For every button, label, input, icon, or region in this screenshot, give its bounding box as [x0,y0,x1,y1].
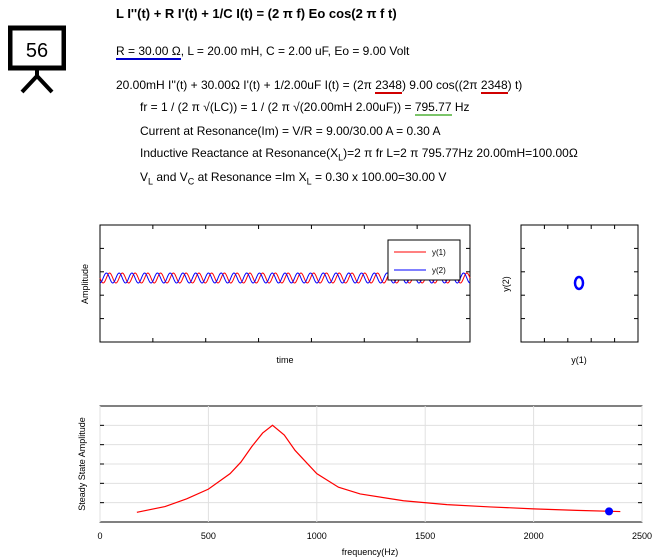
frequency-value: 2348 [375,78,402,94]
phase-plot-ylabel: y(2) [501,276,511,292]
time-plot-xlabel: time [276,355,293,365]
x-tick-label: 500 [201,531,216,541]
subscript: L [306,176,312,187]
subscript: L [338,152,344,163]
badge-number: 56 [26,40,48,62]
subscript: C [187,176,195,187]
reactance-text: Inductive Reactance at Resonance(X [140,146,339,160]
x-tick-label: 2500 [632,531,652,541]
reactance-text: )=2 π fr L=2 π 795.77Hz 20.00mH=100.00Ω [343,146,578,160]
resonant-frequency-line: fr = 1 / (2 π √(LC)) = 1 / (2 π √(20.00m… [140,100,470,116]
equation-part: ) t) [507,78,523,92]
current-frequency-marker [605,507,614,516]
numeric-equation: 20.00mH I''(t) + 30.00Ω I'(t) + 1/2.00uF… [116,78,523,94]
inductive-reactance-line: Inductive Reactance at Resonance(XL)=2 π… [140,146,578,162]
frequency-plot-ylabel: Steady State Amplitude [77,417,87,511]
frequency-response-plot: 0 500 1000 1500 2000 2500 Steady State Amplit… [77,405,652,557]
equation-title: L I''(t) + R I'(t) + 1/C I(t) = (2 π f) … [116,6,397,21]
equation-part: 20.00mH I''(t) + 30.00Ω I'(t) + 1/2.00uF… [116,78,376,92]
phase-plot-frame [520,224,639,343]
x-tick-label: 1500 [415,531,435,541]
resonant-frequency-value: 795.77 [414,100,452,116]
phase-plot-ticks [521,225,638,342]
voltage-text: V [140,170,149,184]
circuit-parameters: R = 30.00 Ω, L = 20.00 mH, C = 2.00 uF, … [116,44,410,60]
phase-plot-xlabel: y(1) [571,355,587,365]
voltage-text: = 0.30 x 100.00=30.00 V [311,170,447,184]
frequency-plot-xlabel: frequency(Hz) [342,547,399,557]
frequency-x-tick-labels: 0 500 1000 1500 2000 2500 [97,531,652,541]
equation-part: ) 9.00 cos((2π [401,78,481,92]
phase-trajectory [573,275,585,291]
frequency-value: 2348 [480,78,508,94]
series-y1-line [99,272,471,284]
amplitude-curve [136,424,621,513]
time-plot-ylabel: Amplitude [80,264,90,304]
legend-box [387,239,461,281]
frequency-unit: Hz [451,100,470,114]
legend-y2-label: y(2) [432,266,446,275]
subscript: L [148,176,154,187]
other-parameters: , L = 20.00 mH, C = 2.00 uF, Eo = 9.00 V… [180,44,410,58]
resonant-frequency-formula: fr = 1 / (2 π √(LC)) = 1 / (2 π √(20.00m… [140,100,415,114]
x-tick-label: 0 [97,531,102,541]
phase-plot: y(2) y(1) [501,224,639,365]
current-at-resonance: Current at Resonance(Im) = V/R = 9.00/30… [140,124,441,138]
voltage-text: at Resonance =Im X [194,170,307,184]
time-domain-plot: y(1) y(2) Amplitude time [80,224,471,365]
legend-y1-label: y(1) [432,248,446,257]
presentation-board-icon: 56 [7,22,67,94]
resistance-value: R = 30.00 Ω [116,44,181,60]
voltage-at-resonance-line: VL and VC at Resonance =Im XL = 0.30 x 1… [140,170,446,186]
time-plot-ticks [100,225,470,342]
voltage-text: and V [153,170,188,184]
frequency-plot-grid [99,406,643,522]
x-tick-label: 2000 [524,531,544,541]
time-plot-legend: y(1) y(2) [387,239,461,281]
x-tick-label: 1000 [307,531,327,541]
